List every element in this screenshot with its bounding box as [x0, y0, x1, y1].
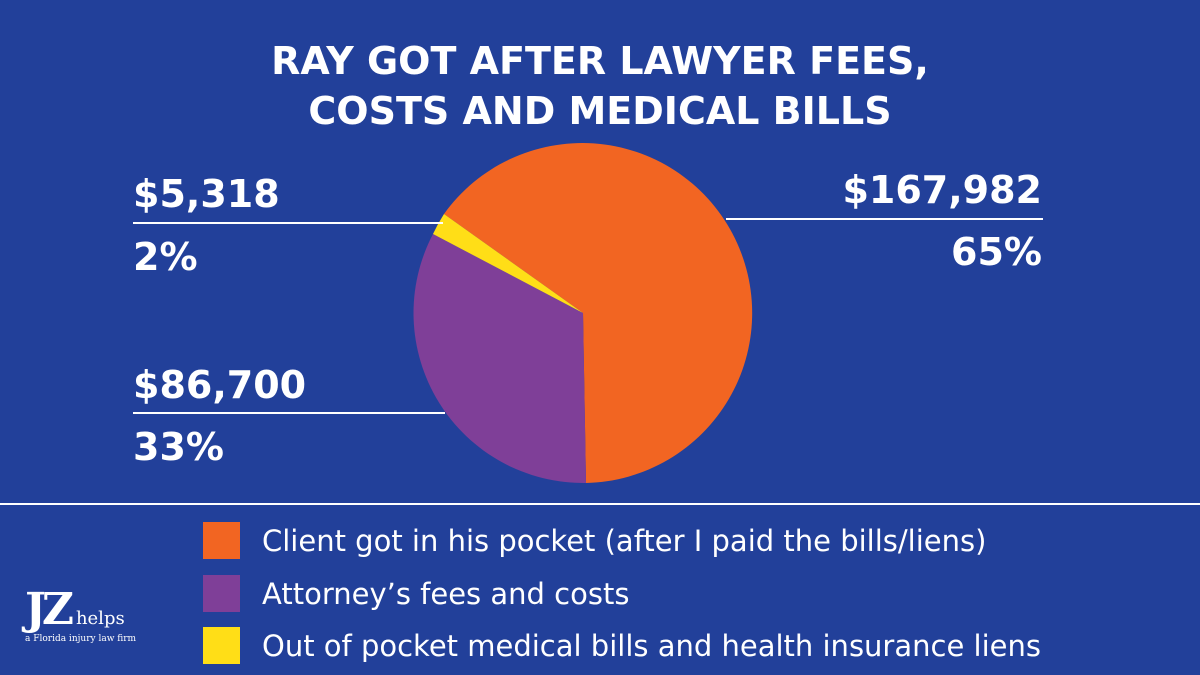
pie-slice-attorney — [413, 234, 586, 484]
legend-swatch-yellow — [203, 627, 240, 664]
pie-slice-medical — [433, 214, 583, 313]
logo-word: helps — [75, 608, 125, 629]
client-leader-line — [726, 218, 1043, 220]
attorney-percent: 33% — [133, 425, 224, 469]
logo-mark: JZ — [25, 584, 74, 635]
legend-label: Out of pocket medical bills and health i… — [262, 628, 1041, 663]
legend-swatch-orange — [203, 522, 240, 559]
medical-amount: $5,318 — [133, 172, 280, 216]
chart-title: RAY GOT AFTER LAWYER FEES, COSTS AND MED… — [0, 36, 1200, 136]
legend-label: Attorney’s fees and costs — [262, 576, 630, 611]
pie-slice-client — [444, 143, 753, 483]
legend-item-medical: Out of pocket medical bills and health i… — [203, 627, 1041, 664]
attorney-leader-line — [133, 412, 445, 414]
attorney-amount: $86,700 — [133, 363, 307, 407]
legend-swatch-purple — [203, 575, 240, 612]
legend-label: Client got in his pocket (after I paid t… — [262, 523, 987, 558]
client-amount: $167,982 — [842, 168, 1042, 212]
jz-helps-logo: JZ helps a Florida injury law firm — [25, 588, 137, 645]
title-line-1: RAY GOT AFTER LAWYER FEES, — [271, 39, 929, 83]
legend-divider — [0, 503, 1200, 505]
legend-item-attorney: Attorney’s fees and costs — [203, 575, 629, 612]
title-line-2: COSTS AND MEDICAL BILLS — [308, 89, 892, 133]
medical-leader-line — [133, 222, 443, 224]
medical-percent: 2% — [133, 235, 198, 279]
legend-item-client: Client got in his pocket (after I paid t… — [203, 522, 986, 559]
client-percent: 65% — [951, 230, 1042, 274]
logo-tagline: a Florida injury law firm — [25, 634, 137, 644]
